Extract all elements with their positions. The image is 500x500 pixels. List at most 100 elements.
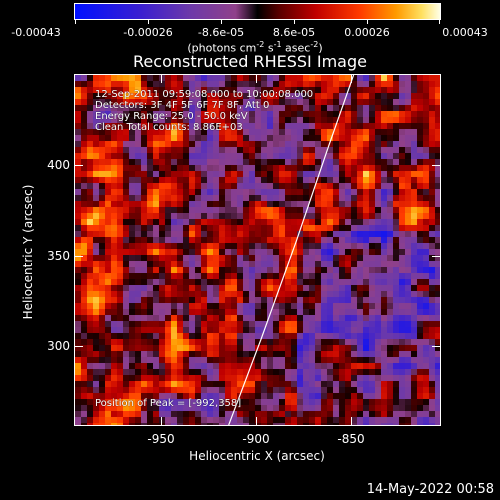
heatmap-cell (135, 261, 142, 268)
heatmap-cell (327, 351, 334, 358)
heatmap-cell (333, 189, 340, 196)
heatmap-cell (411, 321, 418, 328)
heatmap-cell (195, 285, 202, 292)
heatmap-cell (93, 411, 100, 418)
heatmap-cell (183, 285, 190, 292)
heatmap-cell (369, 123, 376, 130)
heatmap-cell (165, 375, 172, 382)
heatmap-cell (345, 387, 352, 394)
heatmap-cell (261, 129, 268, 136)
heatmap-cell (309, 363, 316, 370)
heatmap-cell (135, 165, 142, 172)
heatmap-cell (195, 195, 202, 202)
heatmap-cell (273, 381, 280, 388)
heatmap-cell (339, 93, 346, 100)
heatmap-cell (423, 111, 430, 118)
heatmap-cell (363, 195, 370, 202)
heatmap-cell (315, 297, 322, 304)
heatmap-cell (357, 81, 364, 88)
heatmap-cell (249, 303, 256, 310)
heatmap-cell (135, 147, 142, 154)
heatmap-cell (417, 417, 424, 424)
heatmap-cell (129, 141, 136, 148)
heatmap-cell (207, 279, 214, 286)
heatmap-cell (243, 105, 250, 112)
heatmap-cell (315, 393, 322, 400)
heatmap-cell (411, 237, 418, 244)
heatmap-cell (357, 387, 364, 394)
heatmap-cell (351, 357, 358, 364)
heatmap-cell (399, 225, 406, 232)
heatmap-cell (93, 405, 100, 412)
heatmap-cell (309, 153, 316, 160)
heatmap-cell (405, 165, 412, 172)
heatmap-cell (93, 207, 100, 214)
heatmap-cell (417, 279, 424, 286)
heatmap-cell (291, 165, 298, 172)
heatmap-cell (177, 231, 184, 238)
heatmap-cell (381, 219, 388, 226)
heatmap-cell (321, 357, 328, 364)
heatmap-cell (207, 285, 214, 292)
heatmap-cell (135, 123, 142, 130)
heatmap-cell (399, 309, 406, 316)
heatmap-cell (255, 363, 262, 370)
heatmap-cell (405, 93, 412, 100)
heatmap-cell (183, 351, 190, 358)
heatmap-cell (285, 297, 292, 304)
heatmap-cell (231, 327, 238, 334)
heatmap-cell (87, 411, 94, 418)
heatmap-cell (147, 345, 154, 352)
heatmap-cell (303, 237, 310, 244)
heatmap-cell (153, 423, 160, 425)
heatmap-cell (405, 141, 412, 148)
heatmap-cell (261, 309, 268, 316)
heatmap-cell (303, 123, 310, 130)
heatmap-cell (363, 375, 370, 382)
heatmap-cell (255, 213, 262, 220)
heatmap-cell (429, 363, 436, 370)
heatmap-cell (243, 297, 250, 304)
heatmap-cell (411, 375, 418, 382)
heatmap-cell (165, 267, 172, 274)
heatmap-cell (231, 81, 238, 88)
heatmap-cell (405, 219, 412, 226)
heatmap-cell (105, 285, 112, 292)
heatmap-cell (321, 267, 328, 274)
heatmap-cell (369, 255, 376, 262)
heatmap-cell (189, 423, 196, 425)
heatmap-cell (315, 87, 322, 94)
heatmap-cell (267, 405, 274, 412)
heatmap-cell (315, 279, 322, 286)
heatmap-cell (309, 291, 316, 298)
heatmap-cell (375, 327, 382, 334)
heatmap-cell (273, 345, 280, 352)
heatmap-cell (285, 387, 292, 394)
heatmap-cell (135, 99, 142, 106)
heatmap-cell (363, 399, 370, 406)
heatmap-cell (123, 333, 130, 340)
heatmap-cell (117, 159, 124, 166)
heatmap-cell (309, 315, 316, 322)
heatmap-cell (327, 81, 334, 88)
heatmap-cell (111, 111, 118, 118)
heatmap-cell (249, 93, 256, 100)
heatmap-cell (357, 111, 364, 118)
heatmap-cell (231, 291, 238, 298)
heatmap-cell (327, 129, 334, 136)
heatmap-cell (165, 189, 172, 196)
heatmap-cell (75, 411, 82, 418)
heatmap-cell (273, 267, 280, 274)
heatmap-cell (309, 159, 316, 166)
heatmap-cell (159, 423, 166, 425)
heatmap-cell (291, 381, 298, 388)
heatmap-cell (147, 249, 154, 256)
heatmap-cell (423, 411, 430, 418)
heatmap-cell (123, 153, 130, 160)
heatmap-cell (123, 117, 130, 124)
heatmap-cell (81, 111, 88, 118)
heatmap-cell (93, 303, 100, 310)
heatmap-cell (351, 333, 358, 340)
heatmap-cell (225, 273, 232, 280)
heatmap-cell (159, 393, 166, 400)
